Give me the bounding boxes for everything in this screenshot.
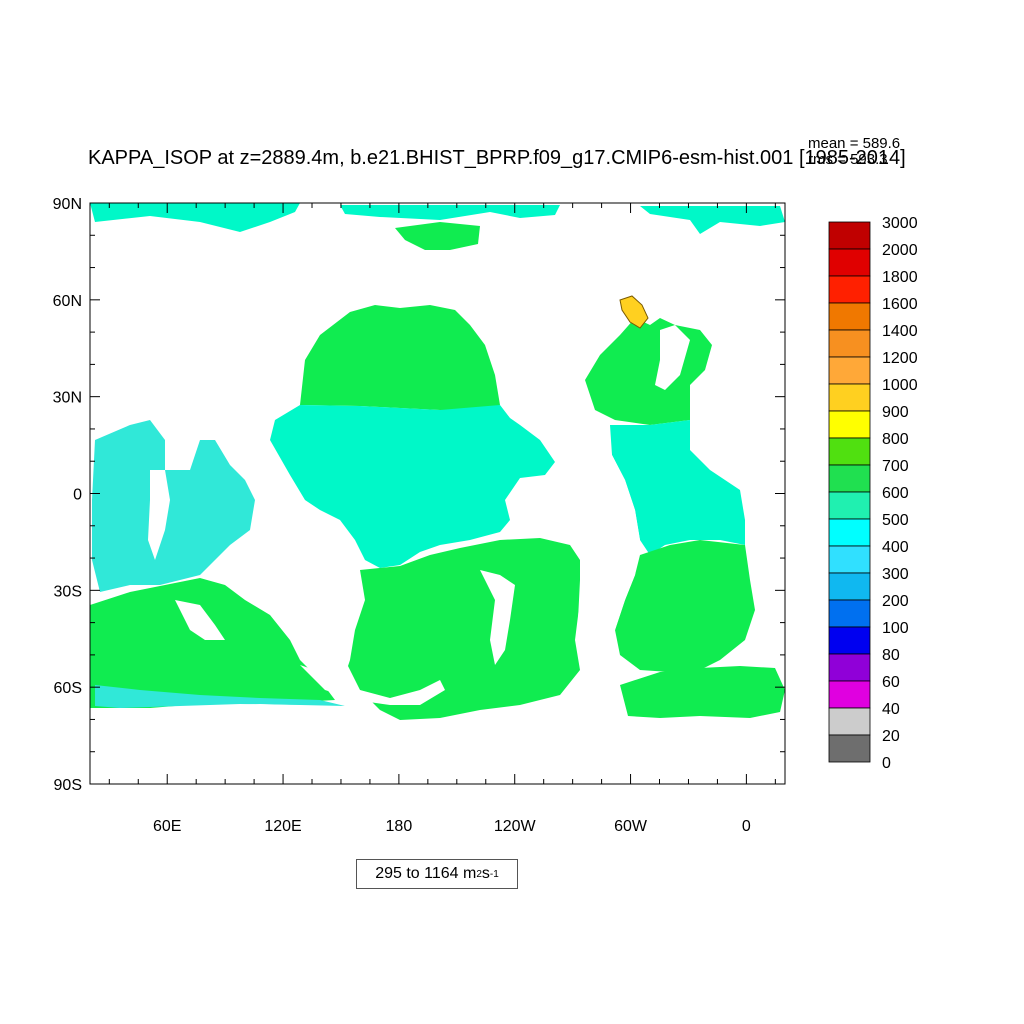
lon-label: 120E (264, 818, 301, 835)
colorbar-label: 1800 (882, 269, 918, 286)
new-zealand-gap (480, 570, 515, 665)
colorbar-label: 20 (882, 728, 900, 745)
colorbar-swatch (828, 680, 871, 709)
antarctic-fringe-east (620, 666, 785, 718)
range-mid: s (481, 865, 490, 882)
colorbar-swatch (828, 734, 871, 763)
tropical-atlantic-600 (610, 420, 745, 555)
colorbar-label: 700 (882, 458, 909, 475)
colorbar-label: 60 (882, 674, 900, 691)
range-text: 295 to 1164 m (375, 865, 477, 882)
colorbar-label: 200 (882, 593, 909, 610)
colorbar-swatch (828, 275, 871, 304)
colorbar-swatch (828, 653, 871, 682)
labrador-hotspot (619, 295, 649, 329)
colorbar-swatch (828, 437, 871, 466)
map-field (90, 203, 785, 784)
colorbar-label: 1000 (882, 377, 918, 394)
colorbar-swatch (828, 707, 871, 736)
colorbar-swatch (828, 545, 871, 574)
lat-label: 30N (53, 390, 82, 407)
lat-labels: 90N 60N 30N 0 30S 60S 90S (53, 196, 82, 794)
colorbar-label: 800 (882, 431, 909, 448)
plot-title: KAPPA_ISOP at z=2889.4m, b.e21.BHIST_BPR… (88, 147, 906, 169)
lat-label: 60S (54, 680, 82, 697)
colorbar: 3000200018001600140012001000900800700600… (828, 215, 918, 772)
colorbar-label: 1400 (882, 323, 918, 340)
africa-gap (148, 470, 170, 560)
stats-block: mean = 589.6 rms = 593.3 (808, 136, 900, 168)
colorbar-label: 1200 (882, 350, 918, 367)
range-sup-1: 2 (476, 868, 482, 880)
lat-label: 0 (73, 487, 82, 504)
arctic-ocean (90, 203, 300, 232)
colorbar-swatch (828, 302, 871, 331)
australia (255, 515, 365, 675)
lat-label: 90S (54, 777, 82, 794)
colorbar-label: 2000 (882, 242, 918, 259)
colorbar-label: 1600 (882, 296, 918, 313)
antarctic-shelf (90, 688, 785, 784)
colorbar-swatch (828, 410, 871, 439)
colorbar-label: 300 (882, 566, 909, 583)
indian-ocean-600 (92, 420, 255, 592)
south-atlantic-700 (615, 540, 755, 672)
axis-ticks (90, 202, 785, 785)
colorbar-swatch (828, 221, 871, 250)
south-america (578, 425, 640, 672)
lat-label: 90N (53, 196, 82, 213)
north-pacific-700 (300, 305, 500, 412)
colorbar-swatch (828, 518, 871, 547)
colorbar-swatch (828, 329, 871, 358)
lon-label: 0 (742, 818, 751, 835)
colorbar-label: 900 (882, 404, 909, 421)
colorbar-label: 40 (882, 701, 900, 718)
lat-label: 60N (53, 293, 82, 310)
north-atlantic-700 (585, 318, 712, 425)
colorbar-label: 80 (882, 647, 900, 664)
colorbar-swatch (828, 491, 871, 520)
colorbar-swatch (828, 464, 871, 493)
rms-value: rms = 593.3 (808, 151, 888, 168)
southern-ocean-west (90, 578, 335, 708)
range-sup-2: -1 (489, 868, 499, 880)
colorbar-swatch (828, 572, 871, 601)
colorbar-label: 500 (882, 512, 909, 529)
arctic-ocean-far-east (640, 206, 785, 234)
lon-label: 60E (153, 818, 181, 835)
colorbar-label: 0 (882, 755, 891, 772)
mean-value: mean = 589.6 (808, 135, 901, 152)
colorbar-label: 600 (882, 485, 909, 502)
colorbar-label: 400 (882, 539, 909, 556)
colorbar-swatch (828, 356, 871, 385)
colorbar-label: 3000 (882, 215, 918, 232)
colorbar-label: 100 (882, 620, 909, 637)
southern-gap (300, 665, 445, 705)
lon-labels: 60E 120E 180 120W 60W 0 (153, 818, 751, 835)
south-pacific-700 (320, 538, 580, 720)
lon-label: 120W (494, 818, 537, 835)
colorbar-swatch (828, 248, 871, 277)
tropical-pacific-600 (270, 405, 555, 568)
southern-ocean-ring (95, 685, 345, 708)
lon-label: 60W (614, 818, 648, 835)
lon-label: 180 (386, 818, 413, 835)
lat-label: 30S (54, 583, 82, 600)
barents-sea (395, 222, 480, 250)
arctic-ocean-east (340, 205, 560, 220)
greenland-gap (655, 325, 690, 390)
colorbar-swatch (828, 626, 871, 655)
colorbar-swatch (828, 599, 871, 628)
colorbar-swatch (828, 383, 871, 412)
indian-subgap (175, 600, 225, 640)
